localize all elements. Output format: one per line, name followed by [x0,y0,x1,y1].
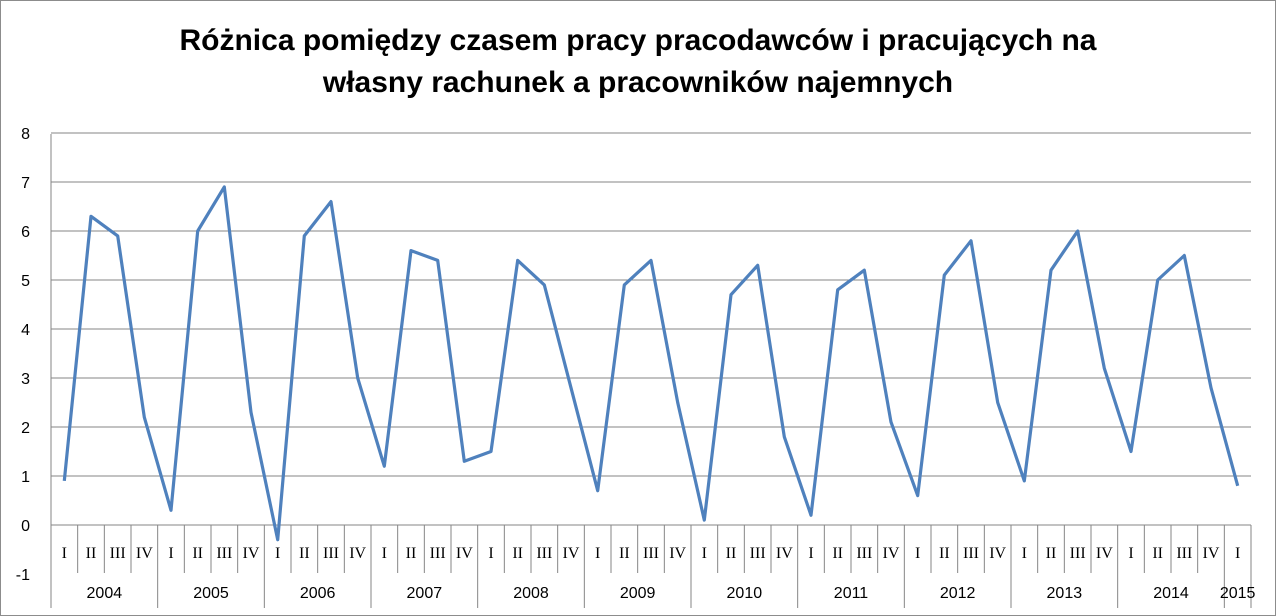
x-tick-label-quarter: II [86,545,97,562]
x-tick-label-quarter: IV [776,545,793,562]
x-tick-label-quarter: III [323,545,339,562]
x-tick-label-quarter: IV [1096,545,1113,562]
x-tick-label-quarter: IV [136,545,153,562]
x-tick-label-year: 2014 [1153,585,1189,602]
chart-title-line-2: własny rachunek a pracowników najemnych [322,66,954,99]
x-tick-label-quarter: II [619,545,630,562]
x-tick-label-quarter: I [808,545,813,562]
x-tick-label-year: 2012 [940,585,976,602]
x-tick-label-quarter: IV [563,545,580,562]
x-tick-label-quarter: II [406,545,417,562]
y-tick-label: 0 [21,518,30,535]
x-tick-label-quarter: I [168,545,173,562]
x-tick-label-quarter: I [382,545,387,562]
x-tick-label-quarter: I [1235,545,1240,562]
y-tick-label: 3 [21,371,30,388]
x-tick-label-quarter: I [62,545,67,562]
x-tick-label-year: 2004 [87,585,123,602]
x-tick-label-year: 2010 [727,585,763,602]
x-tick-label-quarter: II [939,545,950,562]
x-tick-label-quarter: I [702,545,707,562]
x-tick-label-quarter: II [726,545,737,562]
x-tick-label-year: 2015 [1220,585,1256,602]
x-tick-label-quarter: III [856,545,872,562]
y-tick-label: -1 [16,567,30,584]
x-tick-label-quarter: II [192,545,203,562]
chart-title-line-1: Różnica pomiędzy czasem pracy pracodawcó… [179,24,1097,57]
x-tick-label-quarter: I [488,545,493,562]
y-tick-label: 6 [21,224,30,241]
x-tick-label-quarter: II [512,545,523,562]
x-tick-label-quarter: II [832,545,843,562]
x-tick-label-quarter: II [1152,545,1163,562]
x-tick-label-year: 2011 [834,585,869,602]
x-tick-label-quarter: III [750,545,766,562]
x-tick-label-quarter: II [299,545,310,562]
x-tick-label-quarter: III [430,545,446,562]
x-tick-label-quarter: IV [243,545,260,562]
series-line [62,185,1240,542]
x-tick-label-quarter: III [110,545,126,562]
y-tick-label: 1 [21,469,30,486]
x-tick-label-year: 2013 [1047,585,1083,602]
x-tick-label-quarter: III [963,545,979,562]
x-tick-label-quarter: IV [669,545,686,562]
x-tick-label-quarter: I [1022,545,1027,562]
x-tick-label-quarter: IV [989,545,1006,562]
x-tick-label-quarter: II [1046,545,1057,562]
x-tick-label-quarter: IV [456,545,473,562]
y-tick-label: 4 [21,322,30,339]
x-tick-label-quarter: III [216,545,232,562]
y-tick-label: 5 [21,273,30,290]
x-tick-label-quarter: IV [883,545,900,562]
y-tick-label: 8 [21,126,30,143]
x-tick-label-quarter: I [275,545,280,562]
x-tick-label-quarter: I [595,545,600,562]
x-tick-label-quarter: I [915,545,920,562]
x-tick-label-quarter: III [536,545,552,562]
y-tick-label: 2 [21,420,30,437]
x-tick-label-year: 2007 [407,585,443,602]
y-tick-label: 7 [21,175,30,192]
x-tick-label-year: 2006 [300,585,336,602]
x-tick-label-quarter: I [1128,545,1133,562]
x-tick-label-quarter: III [1176,545,1192,562]
chart-title: Różnica pomiędzy czasem pracy pracodawcó… [0,20,1276,104]
x-tick-label-quarter: III [643,545,659,562]
x-tick-label-year: 2005 [193,585,229,602]
x-tick-label-year: 2009 [620,585,656,602]
x-tick-label-quarter: III [1070,545,1086,562]
x-tick-label-quarter: IV [349,545,366,562]
x-tick-label-quarter: IV [1203,545,1220,562]
x-tick-label-year: 2008 [513,585,549,602]
